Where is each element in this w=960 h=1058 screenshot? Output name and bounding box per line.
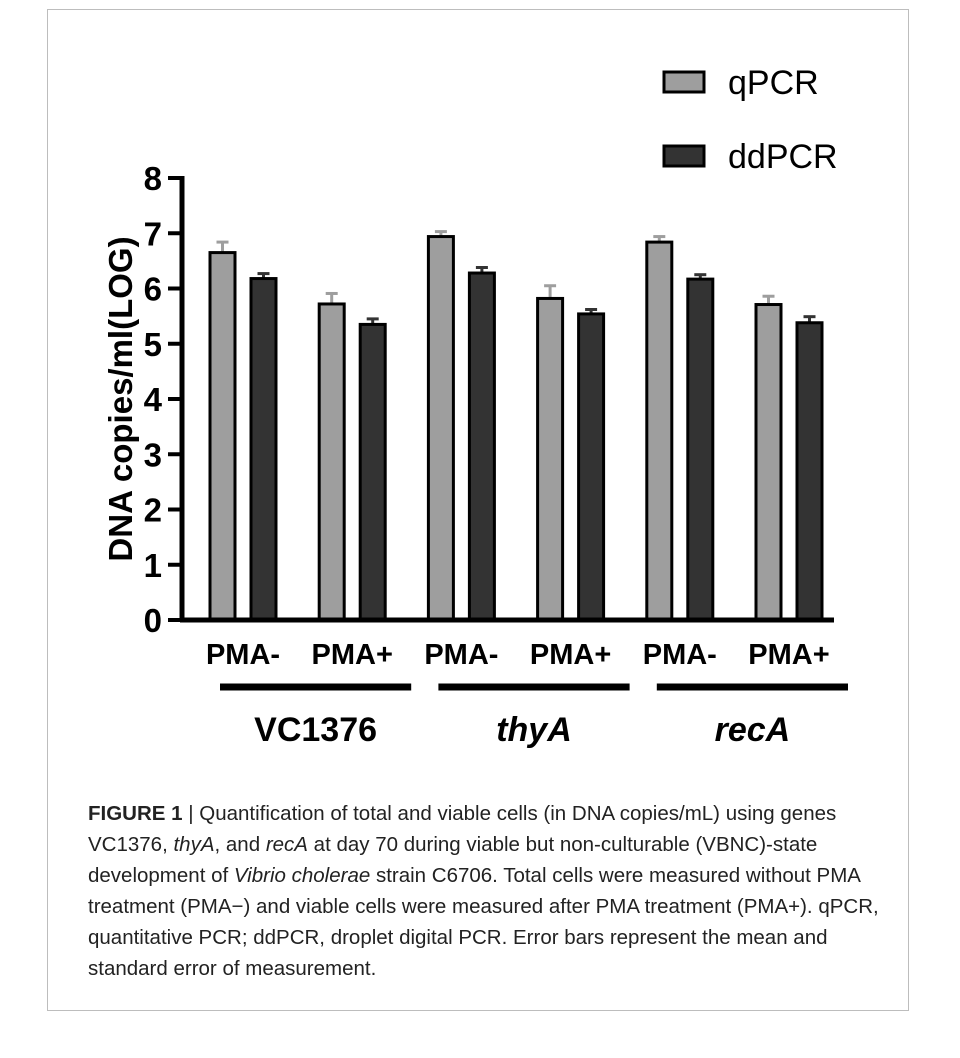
bar-qpcr (208, 251, 237, 622)
category-label: PMA- (424, 639, 498, 671)
caption-sep: | (182, 802, 200, 825)
legend-swatch (662, 70, 706, 94)
y-axis-label: DNA copies/ml(LOG) (102, 236, 139, 561)
group-label: thyA (496, 711, 572, 749)
caption-gene-reca: recA (265, 833, 308, 856)
caption-text-3: at day 70 during viable but non-culturab… (88, 833, 818, 887)
figure-label: FIGURE 1 (88, 802, 183, 825)
legend-label: qPCR (728, 64, 819, 102)
legend-label: ddPCR (728, 138, 838, 176)
group-label: VC1376 (254, 711, 377, 749)
category-label: PMA+ (312, 639, 393, 671)
legend-swatch (662, 144, 706, 168)
category-label: PMA+ (748, 639, 829, 671)
caption-species: Vibrio cholerae (233, 864, 371, 887)
y-tick-label: 4 (144, 381, 163, 418)
caption-text-2: , and (214, 833, 266, 856)
y-tick-label: 7 (144, 215, 162, 252)
caption-gene-thya: thyA (173, 833, 215, 856)
bar-chart: 0 1 2 3 4 5 6 7 8 DNA copies/ml(LOG) PMA- PMA+ PMA- P… (102, 64, 848, 749)
y-tick-label: 1 (144, 547, 162, 584)
bar-ddpcr (686, 277, 715, 622)
bar-ddpcr (577, 312, 606, 622)
figure-caption: FIGURE 1 | Quantification of total and v… (88, 798, 888, 984)
caption-text-4: strain C6706. Total cells were measured … (88, 864, 879, 980)
y-tick-label: 6 (144, 271, 162, 308)
category-label: PMA- (643, 639, 717, 671)
category-label: PMA- (206, 639, 280, 671)
bar-qpcr (317, 302, 346, 622)
bar-qpcr (536, 296, 565, 622)
y-tick-label: 5 (144, 326, 162, 363)
y-tick-label: 0 (144, 602, 162, 639)
bar-ddpcr (358, 322, 387, 622)
bar-ddpcr (249, 277, 278, 622)
bar-qpcr (754, 303, 783, 622)
bar-qpcr (645, 240, 674, 622)
bar-ddpcr (467, 271, 496, 622)
y-tick-label: 8 (144, 160, 162, 197)
y-tick-label: 3 (144, 436, 162, 473)
y-tick-label: 2 (144, 492, 162, 529)
caption-text-1: Quantification of total and viable cells… (88, 802, 837, 856)
category-label: PMA+ (530, 639, 611, 671)
bar-qpcr (426, 235, 455, 622)
bar-ddpcr (795, 321, 824, 622)
group-label: recA (715, 711, 791, 749)
